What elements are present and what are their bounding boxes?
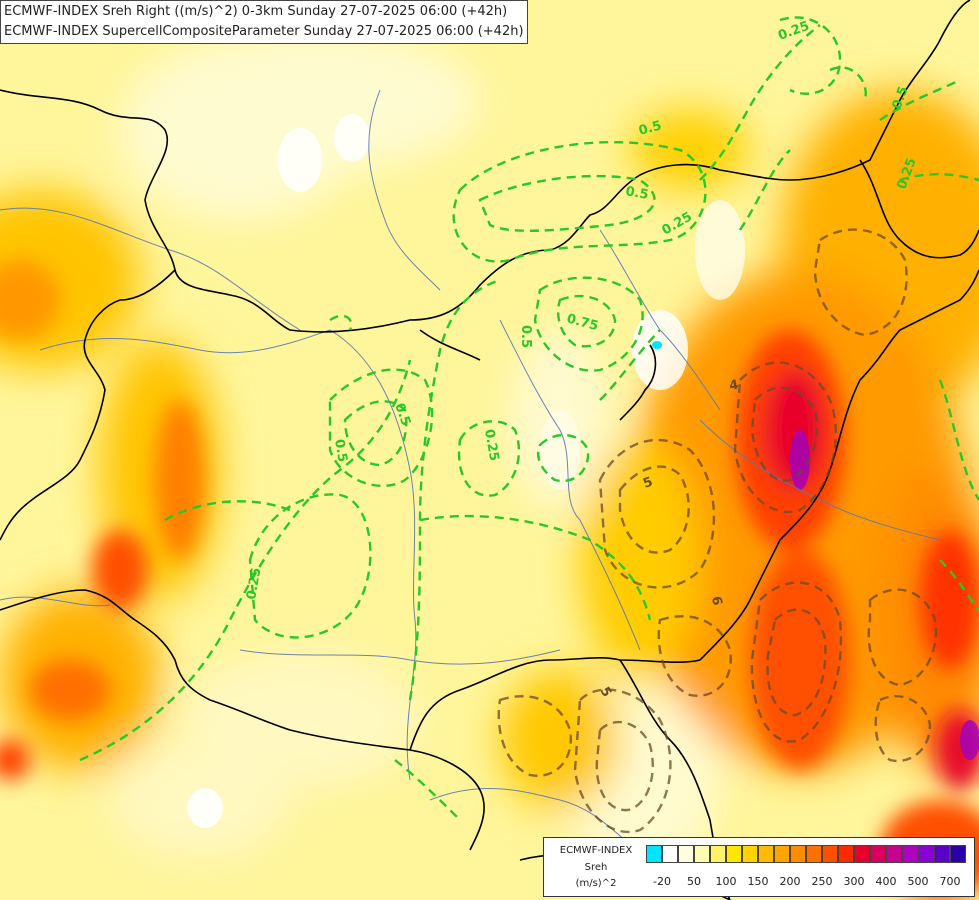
- colorbar-swatch: [950, 845, 966, 863]
- colorbar-tick-label: 150: [747, 875, 769, 888]
- contour-label-green: 0.25: [481, 428, 501, 462]
- colorbar-swatch: [694, 845, 710, 863]
- colorbar-swatch: [646, 845, 662, 863]
- colorbar-swatch: [790, 845, 806, 863]
- colorbar-tick-label: 300: [843, 875, 865, 888]
- colorbar-swatch: [726, 845, 742, 863]
- colorbar-swatch: [806, 845, 822, 863]
- contour-label-green: 0.25: [244, 566, 264, 600]
- colorbar: [646, 845, 966, 863]
- contour-label-green: 0.5: [890, 85, 912, 112]
- contour-labels: 0.25 0.5 0.5 0.25 0.75 0.5 0.5 0.5 0.25 …: [244, 19, 920, 700]
- scp-contours-green: [79, 16, 979, 821]
- colorbar-swatch: [710, 845, 726, 863]
- colorbar-swatch: [934, 845, 950, 863]
- colorbar-swatch: [774, 845, 790, 863]
- map-title: ECMWF-INDEX Sreh Right ((m/s)^2) 0-3km S…: [0, 0, 528, 44]
- colorbar-tick-label: 200: [779, 875, 801, 888]
- colorbar-tick-label: -20: [653, 875, 671, 888]
- contour-label-green: 0.5: [331, 438, 350, 463]
- legend-variable: Sreh: [584, 862, 608, 873]
- legend-unit: (m/s)^2: [575, 878, 617, 889]
- contour-label-green: 0.5: [518, 325, 533, 348]
- title-line-sreh: ECMWF-INDEX Sreh Right ((m/s)^2) 0-3km S…: [4, 4, 508, 19]
- legend-source: ECMWF-INDEX: [559, 845, 633, 856]
- scp-contours-brown: [497, 228, 938, 833]
- colorbar-swatch: [662, 845, 678, 863]
- contour-label-green: 0.5: [637, 118, 663, 138]
- colorbar-swatch: [854, 845, 870, 863]
- colorbar-swatch: [822, 845, 838, 863]
- colorbar-swatch: [870, 845, 886, 863]
- contour-label-green: 0.5: [391, 401, 413, 428]
- contour-label-brown: 4: [728, 378, 740, 394]
- contour-label-green: 0.5: [624, 184, 649, 203]
- colorbar-swatch: [886, 845, 902, 863]
- colorbar-tick-label: 400: [875, 875, 897, 888]
- colorbar-tick-label: 50: [687, 875, 701, 888]
- colorbar-tick-label: 250: [811, 875, 833, 888]
- colorbar-tick-label: 700: [939, 875, 961, 888]
- colorbar-tick-label: 100: [715, 875, 737, 888]
- contour-label-brown: 6: [708, 595, 724, 607]
- colorbar-swatch: [918, 845, 934, 863]
- colorbar-swatch: [902, 845, 918, 863]
- colorbar-swatch: [838, 845, 854, 863]
- colorbar-swatch: [758, 845, 774, 863]
- colorbar-swatch: [678, 845, 694, 863]
- color-legend: ECMWF-INDEX Sreh (m/s)^2 -20 50 100 150 200 2…: [543, 837, 975, 897]
- colorbar-swatch: [742, 845, 758, 863]
- colorbar-tick-label: 500: [907, 875, 929, 888]
- title-line-scp: ECMWF-INDEX SupercellCompositeParameter …: [4, 24, 524, 39]
